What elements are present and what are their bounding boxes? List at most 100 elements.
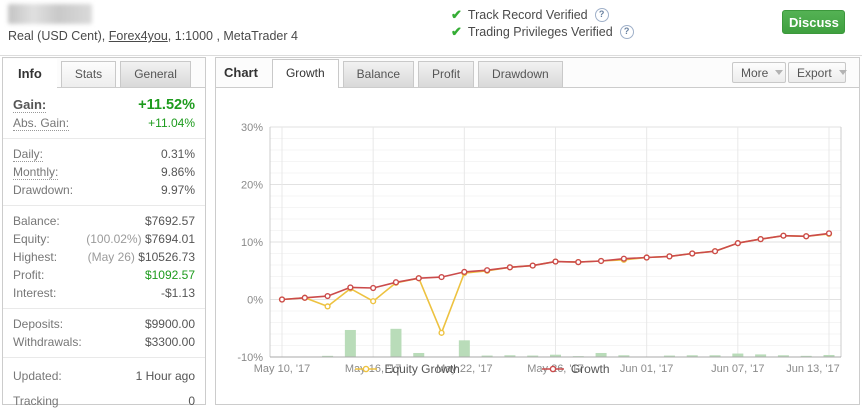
x-axis-tick-label: May 10, '17	[254, 363, 311, 375]
sidebar-tab-stats[interactable]: Stats	[60, 61, 117, 87]
chart-panel-title: Chart	[224, 65, 258, 80]
data-point	[370, 284, 377, 292]
stat-label: Profit:	[13, 268, 45, 282]
stat-value: 1 Hour ago	[135, 369, 195, 383]
daily-activity-bars	[390, 328, 402, 357]
stat-row: Drawdown: 9.97%	[3, 181, 205, 199]
stat-group: Deposits: $9900.00 Withdrawals: $3300.00	[3, 308, 205, 357]
check-icon: ✔	[451, 23, 462, 39]
data-point	[689, 250, 696, 257]
account-name-redacted	[8, 4, 92, 24]
broker-link[interactable]: Forex4you	[108, 29, 168, 43]
data-point	[484, 267, 491, 274]
data-point	[803, 233, 810, 240]
data-point	[666, 253, 673, 260]
chart-tab-drawdown[interactable]: Drawdown	[478, 61, 563, 87]
data-point	[392, 279, 400, 286]
stat-value: $3300.00	[144, 335, 195, 349]
chart-tab-profit[interactable]: Profit	[418, 61, 475, 87]
stat-row: Balance: $7692.57	[3, 212, 205, 230]
daily-activity-bars	[732, 353, 744, 357]
chart-tab-balance[interactable]: Balance	[342, 61, 415, 87]
stat-row: Abs. Gain: +11.04%	[3, 114, 205, 132]
stat-value: 9.97%	[160, 183, 195, 197]
stat-value: +11.52%	[138, 97, 195, 113]
account-type-text: Real (USD Cent),	[8, 29, 109, 43]
export-label: Export	[797, 65, 832, 80]
daily-activity-bars	[550, 354, 561, 357]
verification-badges: ✔ Track Record Verified ? ✔ Trading Priv…	[451, 6, 634, 40]
stat-value: (100.02%) $7694.01	[86, 232, 195, 246]
question-icon[interactable]: ?	[619, 24, 634, 39]
stat-row: Updated: 1 Hour ago	[3, 364, 205, 389]
sidebar-tabs: Info Stats General	[3, 58, 205, 88]
stat-value: 0.31%	[160, 147, 195, 161]
more-button[interactable]: More	[732, 62, 786, 83]
account-meta-text: , 1:1000 , MetaTrader 4	[167, 29, 298, 43]
daily-activity-bars	[686, 355, 698, 357]
stat-label: Highest:	[13, 250, 58, 264]
stat-label[interactable]: Abs. Gain:	[13, 116, 70, 131]
data-point	[552, 258, 559, 265]
daily-activity-bars	[663, 355, 675, 357]
x-axis-tick-label: Jun 07, '17	[711, 363, 764, 375]
data-point	[301, 294, 308, 301]
sidebar-tab-general[interactable]: General	[120, 61, 191, 87]
stat-value: +11.04%	[148, 116, 195, 130]
legend-item-equity-growth: Equity Growth	[355, 362, 460, 376]
legend-marker-icon	[355, 365, 378, 373]
legend-marker-icon	[541, 365, 564, 373]
stat-row: Daily: 0.31%	[3, 145, 205, 163]
stat-label: Equity:	[13, 232, 50, 246]
info-panel: Info Stats General Gain: +11.52% Abs. Gain: +…	[2, 57, 206, 408]
x-axis-tick-label: Jun 01, '17	[620, 363, 673, 375]
stat-group: Updated: 1 Hour ago Tracking 0	[3, 357, 205, 420]
data-point	[734, 240, 741, 247]
stat-row: Equity: (100.02%) $7694.01	[3, 230, 205, 248]
question-icon[interactable]: ?	[594, 7, 609, 22]
discuss-button[interactable]: Discuss	[782, 10, 845, 34]
y-axis-tick-label: 0%	[247, 295, 263, 307]
y-axis-tick-label: -10%	[237, 352, 263, 364]
y-axis-tick-label: 20%	[241, 180, 263, 192]
export-button[interactable]: Export	[788, 62, 847, 83]
stat-row: Interest: -$1.13	[3, 284, 205, 302]
daily-activity-bars	[755, 354, 767, 357]
data-point	[643, 254, 650, 261]
stat-row: Monthly: 9.86%	[3, 163, 205, 181]
data-point	[415, 275, 422, 282]
stat-group: Balance: $7692.57 Equity: (100.02%) $7694.0…	[3, 205, 205, 308]
daily-activity-bars	[504, 355, 516, 357]
stat-label[interactable]: Gain:	[13, 97, 47, 113]
stat-value: -$1.13	[160, 286, 195, 300]
stat-row: Highest: (May 26) $10526.73	[3, 248, 205, 266]
stat-label: Drawdown:	[13, 183, 74, 197]
growth-chart: 30%20%10%0%-10%May 10, '17 May 16, '17 May…	[237, 122, 842, 375]
legend-label: Equity Growth	[384, 362, 460, 376]
daily-activity-bars	[618, 355, 630, 357]
stat-value: $9900.00	[144, 317, 195, 331]
x-axis-tick-label: Jun 13, '17	[786, 363, 839, 375]
data-point	[597, 257, 605, 265]
stat-row: Profit: $1092.57	[3, 266, 205, 284]
y-axis-tick-label: 10%	[241, 237, 263, 249]
data-point	[278, 296, 286, 303]
data-point	[347, 284, 354, 291]
badge-track-record: ✔ Track Record Verified ?	[451, 6, 634, 23]
stat-value: $7692.57	[144, 214, 195, 228]
legend-item-growth: Growth	[541, 362, 610, 376]
x-axis-tick-label: May 22, '17	[436, 363, 493, 375]
check-icon: ✔	[451, 6, 462, 22]
data-point	[825, 230, 833, 237]
stat-value: 0	[188, 394, 195, 408]
stat-row: Tracking 0	[3, 389, 205, 414]
stat-label[interactable]: Monthly:	[13, 165, 59, 180]
sidebar-tab-info[interactable]: Info	[3, 59, 57, 88]
daily-activity-bars	[595, 352, 607, 357]
stat-label: Deposits:	[13, 317, 64, 331]
stat-group: Daily: 0.31% Monthly: 9.86% Drawdown: 9.97%	[3, 138, 205, 205]
daily-activity-bars	[344, 329, 356, 357]
chart-legend: Equity Growth Growth	[161, 362, 804, 376]
stat-label[interactable]: Daily:	[13, 147, 44, 162]
chart-tab-growth[interactable]: Growth	[271, 59, 339, 88]
